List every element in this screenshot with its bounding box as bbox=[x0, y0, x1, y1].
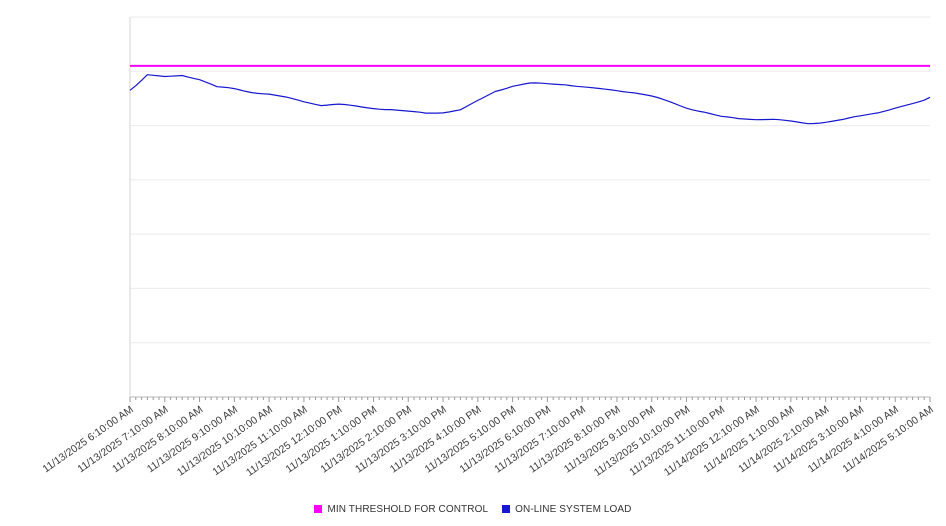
load-series-line bbox=[129, 74, 931, 125]
legend-label-threshold: MIN THRESHOLD FOR CONTROL bbox=[327, 503, 489, 515]
threshold-swatch bbox=[314, 505, 323, 513]
load-swatch bbox=[502, 505, 511, 513]
legend-item-load[interactable]: ON-LINE SYSTEM LOAD bbox=[502, 504, 631, 515]
line-chart: 11/13/2025 6:10:00 AM 11/13/2025 7:10:00 … bbox=[41, 16, 936, 479]
legend-label-load: ON-LINE SYSTEM LOAD bbox=[515, 503, 632, 515]
legend-item-threshold[interactable]: MIN THRESHOLD FOR CONTROL bbox=[314, 504, 488, 515]
plot-area bbox=[130, 17, 930, 397]
chart-legend: MIN THRESHOLD FOR CONTROL ON-LINE SYSTEM… bbox=[0, 500, 946, 518]
